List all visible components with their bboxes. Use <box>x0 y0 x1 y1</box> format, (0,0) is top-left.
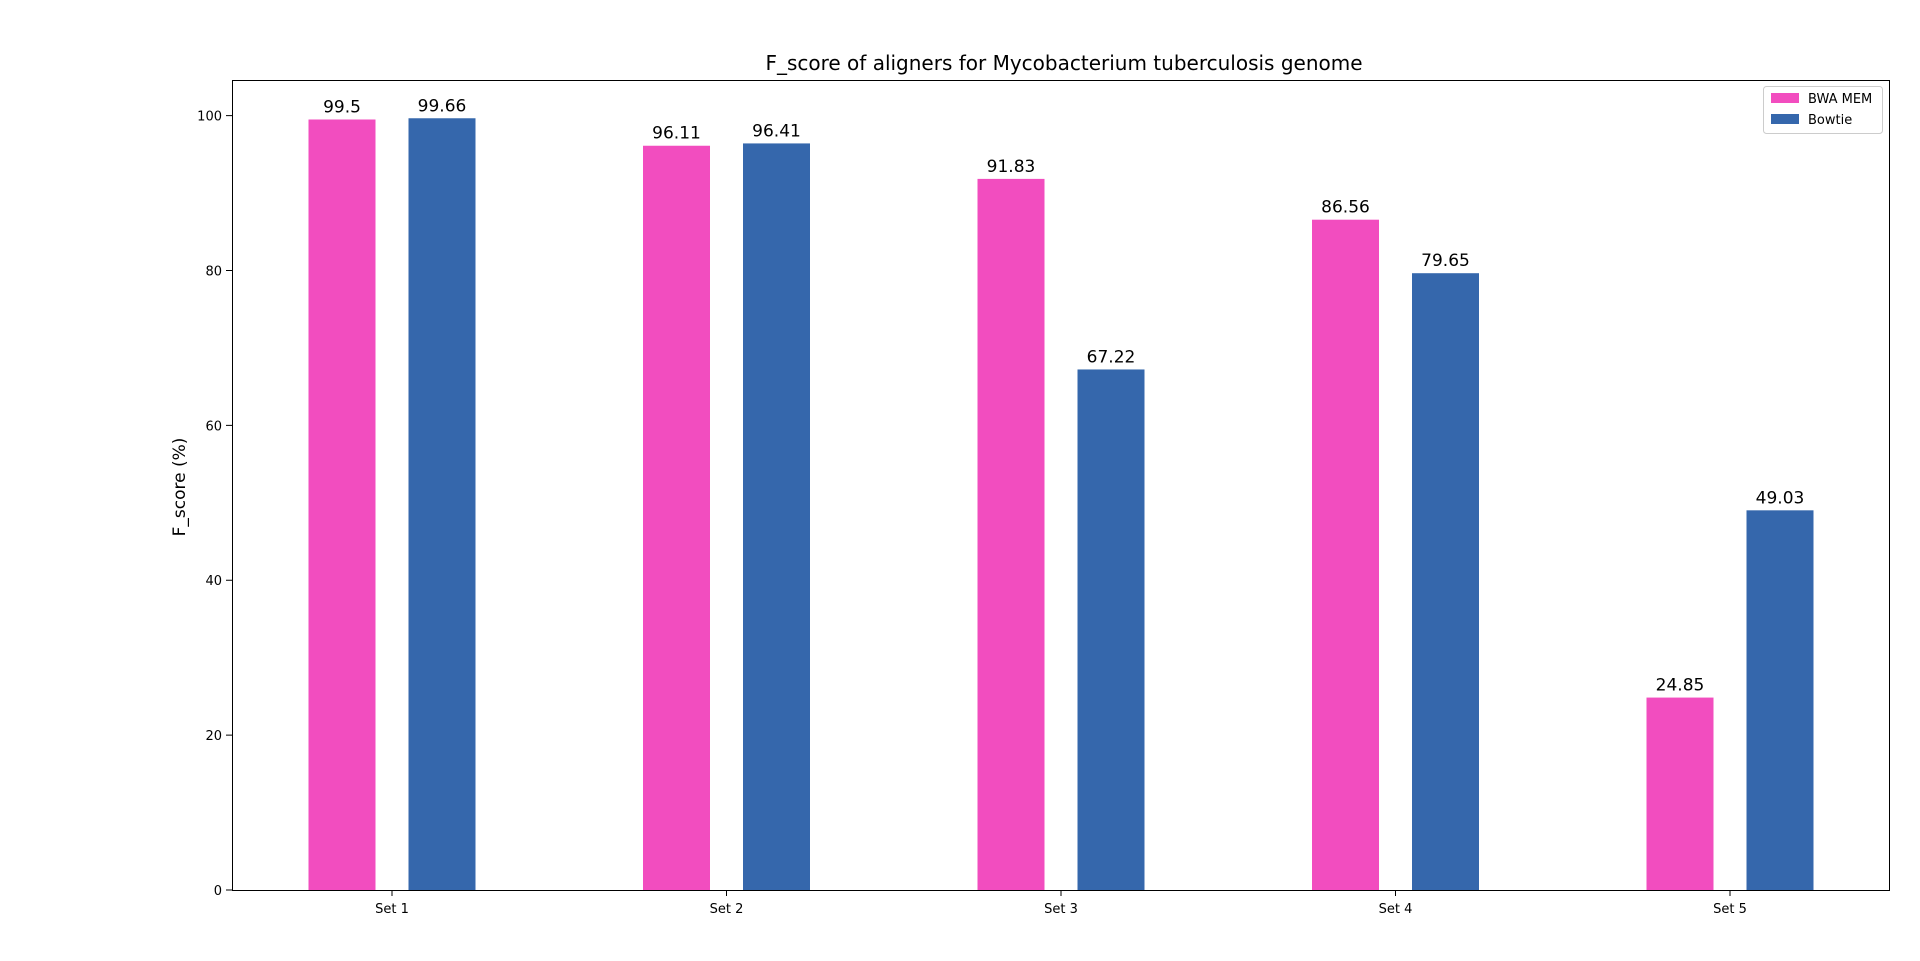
data-label-bowtie-set-3: 67.22 <box>1087 347 1136 367</box>
data-labels: 99.5 96.11 91.83 86.56 24.85 99.66 96.41 67.22 7… <box>323 96 1804 695</box>
data-label-bowtie-set-1: 99.66 <box>418 96 467 116</box>
x-tick-label-set-1: Set 1 <box>375 902 409 917</box>
legend: BWA MEM Bowtie <box>1763 86 1883 134</box>
bar-bowtie-set-1 <box>408 118 476 891</box>
y-axis-label: F_score (%) <box>170 438 190 537</box>
legend-swatch-bwa-mem <box>1771 93 1799 103</box>
bar-bowtie-set-4 <box>1412 273 1479 890</box>
bar-bwa-mem-set-3 <box>977 178 1045 891</box>
data-label-bowtie-set-2: 96.41 <box>752 121 801 141</box>
bar-bowtie-set-3 <box>1077 369 1145 890</box>
bar-bowtie-set-5 <box>1746 510 1814 890</box>
x-tick-label-set-3: Set 3 <box>1044 902 1078 917</box>
y-tick-label: 0 <box>214 884 222 899</box>
chart-title: F_score of aligners for Mycobacterium tu… <box>765 51 1362 75</box>
x-tick-label-set-2: Set 2 <box>710 902 744 917</box>
y-tick-label: 80 <box>205 264 222 279</box>
data-label-bwa-mem-set-1: 99.5 <box>323 97 361 117</box>
y-tick-label: 100 <box>197 110 222 125</box>
y-tick-label: 40 <box>205 574 222 589</box>
legend-swatch-bowtie <box>1771 114 1799 124</box>
y-tick-label: 20 <box>205 729 222 744</box>
legend-label-bwa-mem: BWA MEM <box>1808 92 1872 107</box>
bar-bowtie-set-2 <box>743 143 810 890</box>
data-label-bowtie-set-4: 79.65 <box>1421 251 1470 271</box>
data-label-bwa-mem-set-3: 91.83 <box>987 157 1036 177</box>
data-label-bowtie-set-5: 49.03 <box>1756 488 1805 508</box>
bar-bwa-mem-set-1 <box>308 119 376 891</box>
data-label-bwa-mem-set-4: 86.56 <box>1321 198 1370 218</box>
data-label-bwa-mem-set-5: 24.85 <box>1656 676 1705 696</box>
x-tick-label-set-5: Set 5 <box>1713 902 1747 917</box>
data-label-bwa-mem-set-2: 96.11 <box>652 124 701 144</box>
legend-label-bowtie: Bowtie <box>1808 113 1852 128</box>
plot-frame <box>232 80 1890 891</box>
bar-bwa-mem-set-5 <box>1646 697 1714 890</box>
bar-bwa-mem-set-4 <box>1312 219 1379 891</box>
x-axis-ticks: Set 1 Set 2 Set 3 Set 4 Set 5 <box>375 890 1747 917</box>
bar-bwa-mem-set-2 <box>643 145 710 890</box>
y-tick-label: 60 <box>205 419 222 434</box>
x-tick-label-set-4: Set 4 <box>1379 902 1413 917</box>
y-axis-ticks: 0 20 40 60 80 100 <box>197 110 232 899</box>
bars <box>308 118 1814 891</box>
